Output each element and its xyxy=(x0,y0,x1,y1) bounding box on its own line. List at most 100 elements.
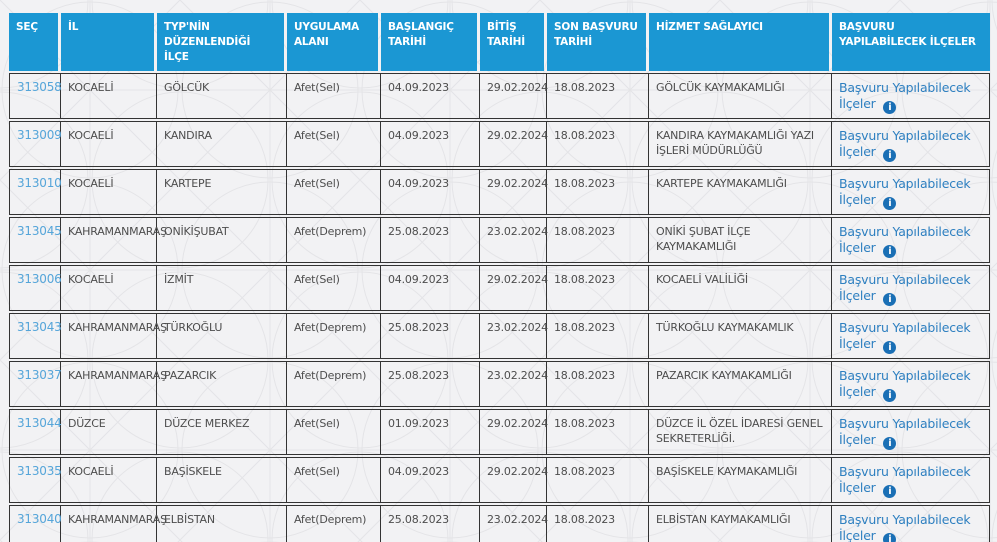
cell-ilce: ELBİSTAN xyxy=(157,505,287,542)
cell-il: KOCAELİ xyxy=(61,73,157,119)
cell-sec: 313040 xyxy=(9,505,62,542)
cell-sec: 313058 xyxy=(9,73,62,119)
typ-id-link[interactable]: 313009 xyxy=(17,128,62,142)
cell-bitis-tarihi: 29.02.2024 xyxy=(480,457,548,503)
table-row: 313044 DÜZCE DÜZCE MERKEZ Afet(Sel) 01.0… xyxy=(9,409,990,455)
info-icon[interactable]: i xyxy=(883,245,897,258)
typ-id-link[interactable]: 313040 xyxy=(17,512,62,526)
col-header-baslangic: BAŞLANGIÇ TARİHİ xyxy=(381,13,480,71)
cell-uygulama-alani: Afet(Sel) xyxy=(287,73,381,119)
cell-bitis-tarihi: 23.02.2024 xyxy=(480,361,548,407)
cell-uygulama-alani: Afet(Deprem) xyxy=(287,505,381,542)
typ-id-link[interactable]: 313006 xyxy=(17,272,62,286)
cell-bitis-tarihi: 29.02.2024 xyxy=(480,169,548,215)
cell-baslangic-tarihi: 04.09.2023 xyxy=(381,457,480,503)
col-header-il: İL xyxy=(61,13,157,71)
cell-basvuru-ilceler: Başvuru Yapılabilecek İlçeler i xyxy=(832,169,990,215)
cell-uygulama-alani: Afet(Sel) xyxy=(287,409,381,455)
col-header-son-basvuru: SON BAŞVURU TARİHİ xyxy=(547,13,649,71)
cell-baslangic-tarihi: 04.09.2023 xyxy=(381,73,480,119)
cell-il: KAHRAMANMARAŞ xyxy=(61,217,167,263)
cell-sec: 313045 xyxy=(9,217,62,263)
basvuru-ilceler-label: Başvuru Yapılabilecek İlçeler xyxy=(839,512,971,542)
typ-id-link[interactable]: 313044 xyxy=(17,416,62,430)
cell-basvuru-ilceler: Başvuru Yapılabilecek İlçeler i xyxy=(832,217,990,263)
cell-uygulama-alani: Afet(Sel) xyxy=(287,121,381,167)
cell-basvuru-ilceler: Başvuru Yapılabilecek İlçeler i xyxy=(832,265,990,311)
cell-il: KOCAELİ xyxy=(61,121,157,167)
table-row: 313035 KOCAELİ BAŞİSKELE Afet(Sel) 04.09… xyxy=(9,457,990,503)
info-icon[interactable]: i xyxy=(883,485,897,498)
cell-il: KOCAELİ xyxy=(61,265,157,311)
cell-uygulama-alani: Afet(Deprem) xyxy=(287,217,381,263)
cell-bitis-tarihi: 23.02.2024 xyxy=(480,505,548,542)
info-icon[interactable]: i xyxy=(883,101,897,114)
cell-hizmet-saglayici: ELBİSTAN KAYMAKAMLIĞI xyxy=(649,505,832,542)
typ-id-link[interactable]: 313010 xyxy=(17,176,62,190)
col-header-uygulama: UYGULAMA ALANI xyxy=(287,13,381,71)
info-icon[interactable]: i xyxy=(883,437,897,450)
cell-basvuru-ilceler: Başvuru Yapılabilecek İlçeler i xyxy=(832,457,990,503)
cell-sec: 313043 xyxy=(9,313,62,359)
basvuru-ilceler-link[interactable]: Başvuru Yapılabilecek İlçeler i xyxy=(839,416,971,450)
table-body: 313058 KOCAELİ GÖLCÜK Afet(Sel) 04.09.20… xyxy=(9,73,990,542)
info-icon[interactable]: i xyxy=(883,293,897,306)
cell-ilce: ONİKİŞUBAT xyxy=(157,217,287,263)
basvuru-ilceler-link[interactable]: Başvuru Yapılabilecek İlçeler i xyxy=(839,80,971,114)
typ-results-table: SEÇ İL TYP'NİN DÜZENLENDİĞİ İLÇE UYGULAM… xyxy=(9,11,990,542)
cell-il: KAHRAMANMARAŞ xyxy=(61,313,167,359)
basvuru-ilceler-link[interactable]: Başvuru Yapılabilecek İlçeler i xyxy=(839,464,971,498)
cell-sec: 313006 xyxy=(9,265,62,311)
cell-ilce: BAŞİSKELE xyxy=(157,457,287,503)
info-icon[interactable]: i xyxy=(883,389,897,402)
cell-hizmet-saglayici: BAŞİSKELE KAYMAKAMLIĞI xyxy=(649,457,832,503)
cell-son-basvuru-tarihi: 18.08.2023 xyxy=(547,409,649,455)
cell-uygulama-alani: Afet(Sel) xyxy=(287,265,381,311)
basvuru-ilceler-label: Başvuru Yapılabilecek İlçeler xyxy=(839,416,971,447)
cell-ilce: DÜZCE MERKEZ xyxy=(157,409,287,455)
typ-id-link[interactable]: 313058 xyxy=(17,80,62,94)
typ-id-link[interactable]: 313037 xyxy=(17,368,62,382)
cell-hizmet-saglayici: KANDIRA KAYMAKAMLIĞI YAZI İŞLERİ MÜDÜRLÜ… xyxy=(649,121,832,167)
cell-son-basvuru-tarihi: 18.08.2023 xyxy=(547,457,649,503)
cell-uygulama-alani: Afet(Deprem) xyxy=(287,313,381,359)
basvuru-ilceler-link[interactable]: Başvuru Yapılabilecek İlçeler i xyxy=(839,368,971,402)
cell-baslangic-tarihi: 04.09.2023 xyxy=(381,121,480,167)
cell-son-basvuru-tarihi: 18.08.2023 xyxy=(547,217,649,263)
cell-son-basvuru-tarihi: 18.08.2023 xyxy=(547,313,649,359)
cell-hizmet-saglayici: ONİKİ ŞUBAT İLÇE KAYMAKAMLIĞI xyxy=(649,217,832,263)
info-icon[interactable]: i xyxy=(883,533,897,542)
cell-baslangic-tarihi: 25.08.2023 xyxy=(381,217,480,263)
basvuru-ilceler-link[interactable]: Başvuru Yapılabilecek İlçeler i xyxy=(839,512,971,542)
cell-bitis-tarihi: 29.02.2024 xyxy=(480,409,548,455)
cell-hizmet-saglayici: KARTEPE KAYMAKAMLIĞI xyxy=(649,169,832,215)
cell-baslangic-tarihi: 04.09.2023 xyxy=(381,169,480,215)
cell-sec: 313044 xyxy=(9,409,62,455)
typ-id-link[interactable]: 313035 xyxy=(17,464,62,478)
cell-basvuru-ilceler: Başvuru Yapılabilecek İlçeler i xyxy=(832,313,990,359)
typ-id-link[interactable]: 313045 xyxy=(17,224,62,238)
basvuru-ilceler-link[interactable]: Başvuru Yapılabilecek İlçeler i xyxy=(839,176,971,210)
table-header: SEÇ İL TYP'NİN DÜZENLENDİĞİ İLÇE UYGULAM… xyxy=(9,13,990,71)
cell-sec: 313037 xyxy=(9,361,62,407)
basvuru-ilceler-label: Başvuru Yapılabilecek İlçeler xyxy=(839,464,971,495)
basvuru-ilceler-link[interactable]: Başvuru Yapılabilecek İlçeler i xyxy=(839,320,971,354)
cell-bitis-tarihi: 29.02.2024 xyxy=(480,121,548,167)
cell-uygulama-alani: Afet(Sel) xyxy=(287,457,381,503)
cell-bitis-tarihi: 29.02.2024 xyxy=(480,265,548,311)
cell-sec: 313010 xyxy=(9,169,62,215)
basvuru-ilceler-link[interactable]: Başvuru Yapılabilecek İlçeler i xyxy=(839,224,971,258)
basvuru-ilceler-link[interactable]: Başvuru Yapılabilecek İlçeler i xyxy=(839,128,971,162)
info-icon[interactable]: i xyxy=(883,197,897,210)
info-icon[interactable]: i xyxy=(883,341,897,354)
info-icon[interactable]: i xyxy=(883,149,897,162)
cell-ilce: GÖLCÜK xyxy=(157,73,287,119)
cell-son-basvuru-tarihi: 18.08.2023 xyxy=(547,73,649,119)
table-row: 313043 KAHRAMANMARAŞ TÜRKOĞLU Afet(Depre… xyxy=(9,313,990,359)
cell-basvuru-ilceler: Başvuru Yapılabilecek İlçeler i xyxy=(832,505,990,542)
typ-id-link[interactable]: 313043 xyxy=(17,320,62,334)
cell-hizmet-saglayici: TÜRKOĞLU KAYMAKAMLIK xyxy=(649,313,832,359)
col-header-sec: SEÇ xyxy=(9,13,61,71)
basvuru-ilceler-link[interactable]: Başvuru Yapılabilecek İlçeler i xyxy=(839,272,971,306)
